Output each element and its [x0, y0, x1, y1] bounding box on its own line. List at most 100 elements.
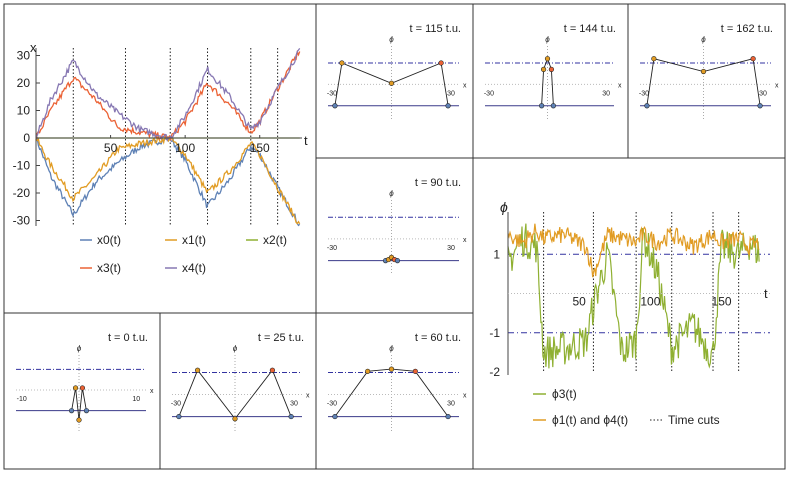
x-axis-label: x — [306, 393, 310, 400]
x-tick-label: 50 — [573, 295, 587, 309]
x-axis-label: x — [775, 82, 779, 89]
y-axis-label: ϕ — [500, 199, 508, 215]
x-tick-label: -30 — [327, 401, 337, 408]
x-tick-label: 50 — [104, 141, 118, 155]
profile-point — [332, 103, 338, 109]
trajectories-chart: x t -30 -20 -10 0 10 20 30 50 100 150 x0(t) x1(t) x2(t… — [13, 40, 308, 275]
profile-point — [365, 368, 371, 374]
x-axis-label: x — [463, 82, 467, 89]
x-tick-label: -30 — [639, 90, 649, 97]
x-tick-label: 100 — [640, 295, 660, 309]
legend-label: x0(t) — [97, 233, 121, 247]
profile-point — [644, 103, 650, 109]
phi-axis-label: ϕ — [545, 35, 550, 44]
legend-label: x2(t) — [263, 233, 287, 247]
profile-point — [388, 80, 395, 86]
phi-axis-label: ϕ — [701, 35, 706, 44]
snapshot-title: t = 60 t.u. — [415, 332, 461, 344]
y-tick-label: -10 — [13, 159, 31, 173]
phi-series-1 — [507, 223, 760, 278]
profile-point — [332, 413, 338, 420]
snapshot-t90: ϕ x -30 30 t = 90 t.u. — [327, 177, 467, 275]
y-tick-label: 1 — [493, 247, 500, 261]
x-tick-label: -30 — [171, 401, 181, 408]
legend-label: x3(t) — [97, 261, 121, 275]
profile-point — [176, 413, 182, 420]
phi-series-0 — [507, 223, 760, 369]
x-tick-label: -30 — [327, 90, 337, 97]
y-tick-label: 20 — [17, 76, 31, 90]
profile-point — [76, 417, 82, 423]
profile-point — [412, 368, 418, 374]
x-tick-label: 30 — [447, 90, 455, 97]
legend-label: Time cuts — [668, 413, 720, 427]
profile-point — [539, 103, 545, 109]
snapshot-title: t = 0 t.u. — [108, 332, 148, 344]
x-tick-label: 30 — [290, 401, 298, 408]
profile-point — [438, 60, 444, 66]
legend-label: x1(t) — [182, 233, 206, 247]
x-tick-label: 30 — [602, 90, 610, 97]
y-tick-label: 10 — [17, 104, 31, 118]
x-tick-label: 30 — [447, 401, 455, 408]
y-tick-label: -30 — [13, 214, 31, 228]
profile-point — [550, 103, 556, 109]
panel-trajectories — [3, 3, 317, 314]
profile-point — [445, 413, 451, 420]
snapshot-title: t = 144 t.u. — [564, 23, 616, 35]
x-tick-label: -30 — [484, 90, 494, 97]
x-tick-label: 10 — [132, 396, 140, 403]
snapshot-t162: ϕ x -30 30 t = 162 t.u. — [639, 23, 779, 120]
legend-label: ϕ3(t) — [552, 387, 577, 401]
profile-point — [269, 367, 276, 373]
snapshot-t60: ϕ x -30 30 t = 60 t.u. — [327, 332, 467, 431]
phi-axis-label: ϕ — [389, 35, 394, 44]
profile-point — [194, 367, 201, 373]
y-tick-label: -1 — [489, 326, 500, 340]
phi-axis-label: ϕ — [77, 344, 82, 353]
x-tick-label: 100 — [175, 141, 195, 155]
x-tick-label: -30 — [327, 245, 337, 252]
profile-point — [548, 66, 555, 72]
legend-label: x4(t) — [182, 261, 206, 275]
profile-point — [544, 56, 551, 62]
profile-point — [83, 408, 90, 414]
profile-point — [750, 56, 756, 62]
phi-axis-label: ϕ — [233, 344, 238, 353]
phi-axis-label: ϕ — [389, 189, 394, 198]
y-tick-label: 30 — [17, 49, 31, 63]
panel-t60 — [315, 312, 474, 470]
x-axis-label: x — [150, 388, 154, 395]
snapshot-t115: ϕ x -30 30 t = 115 t.u. — [327, 23, 467, 120]
phi-axis-label: ϕ — [389, 344, 394, 353]
snapshot-title: t = 115 t.u. — [410, 23, 461, 35]
snapshot-t25: ϕ x -30 30 t = 25 t.u. — [171, 332, 310, 431]
snapshot-title: t = 90 t.u. — [415, 177, 461, 189]
profile-point — [388, 366, 395, 372]
profile-point — [700, 68, 707, 75]
x-axis-label: t — [304, 133, 308, 148]
series-x4t — [35, 48, 301, 143]
profile-point — [540, 66, 547, 72]
x-axis-label: x — [463, 393, 467, 400]
profile-point — [79, 385, 86, 391]
profile-point — [445, 103, 451, 109]
snapshot-t144: ϕ x -30 30 t = 144 t.u. — [484, 23, 622, 120]
x-tick-label: 150 — [250, 141, 270, 155]
profile-point — [757, 103, 763, 109]
x-axis-label: t — [764, 286, 768, 301]
profile-point — [232, 416, 238, 422]
profile-point — [68, 408, 75, 414]
y-tick-label: -2 — [489, 365, 500, 379]
snapshot-t0: ϕ x -10 10 t = 0 t.u. — [16, 332, 154, 431]
y-axis-label: x — [30, 40, 37, 55]
profile-point — [394, 258, 401, 264]
x-tick-label: 30 — [759, 90, 767, 97]
x-axis-label: x — [618, 82, 622, 89]
profile-point — [339, 60, 345, 66]
y-tick-label: -20 — [13, 186, 31, 200]
x-tick-label: 30 — [447, 245, 455, 252]
